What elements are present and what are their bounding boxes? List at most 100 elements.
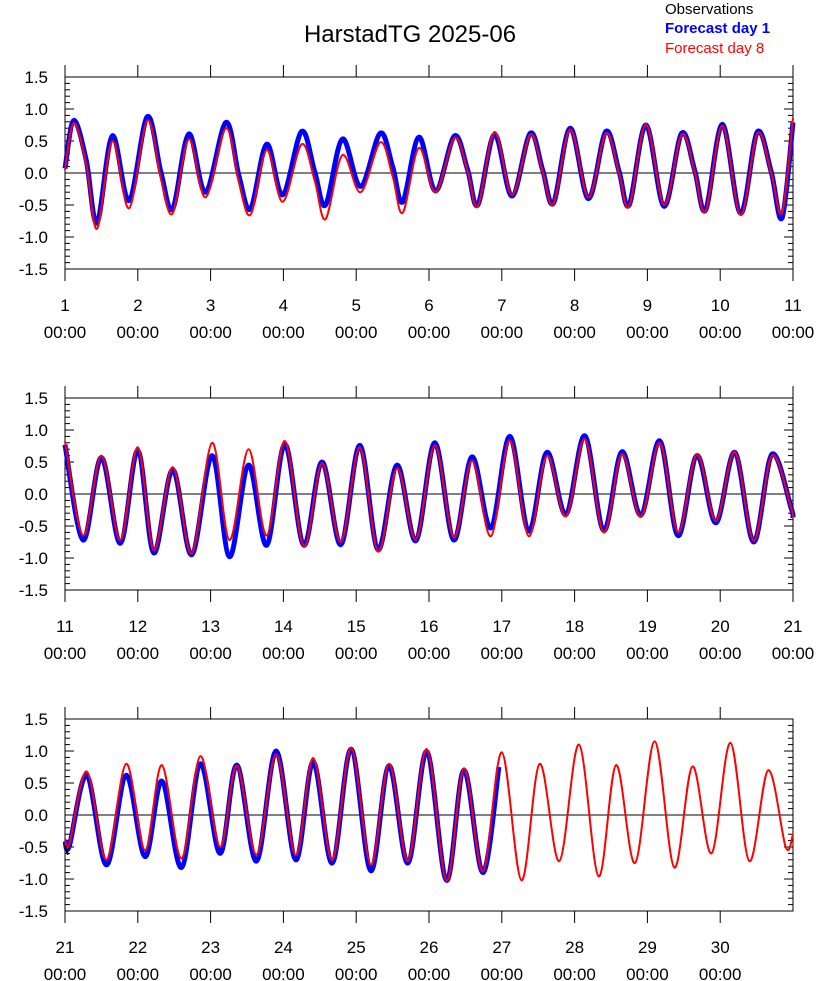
x-tick-label-time: 00:00	[408, 644, 451, 663]
x-tick-label-time: 00:00	[262, 644, 305, 663]
x-tick-label-time: 00:00	[408, 965, 451, 981]
x-tick-label-day: 12	[128, 617, 147, 636]
x-tick-label-day: 27	[492, 938, 511, 957]
y-tick-label: -1.0	[19, 549, 48, 568]
x-tick-label-time: 00:00	[699, 323, 742, 342]
x-tick-label-time: 00:00	[44, 965, 87, 981]
x-tick-label-time: 00:00	[189, 323, 232, 342]
x-tick-label-time: 00:00	[335, 323, 378, 342]
x-tick-label-day: 19	[638, 617, 657, 636]
x-tick-label-time: 00:00	[699, 965, 742, 981]
panel-2: 1.5 1.0 0.5 0.0 -0.5 -1.0 -1.5 11 00:00 12 00:00 13…	[19, 386, 815, 663]
y-tick-label: 0.0	[24, 485, 48, 504]
y-tick-label: 1.0	[24, 100, 48, 119]
panel-3: 1.5 1.0 0.5 0.0 -0.5 -1.0 -1.5 21 00:00 22 00:00 23…	[19, 707, 794, 981]
x-tick-label-day: 22	[128, 938, 147, 957]
y-tick-label: 0.5	[24, 453, 48, 472]
legend-observations: Observations	[665, 1, 753, 18]
chart-title: HarstadTG 2025-06	[304, 21, 516, 48]
legend-forecast-day-8: Forecast day 8	[665, 40, 764, 57]
panels: 1.5 1.0 0.5 0.0 -0.5 -1.0 -1.5 1 00:00 2 00:00 3 00:…	[19, 65, 815, 981]
x-tick-label-day: 2	[133, 296, 142, 315]
x-tick-label-day: 14	[274, 617, 293, 636]
x-tick-label-day: 25	[347, 938, 366, 957]
series-forecast-day-1-line	[62, 433, 796, 560]
x-tick-label-day: 21	[784, 617, 803, 636]
x-tick-label-day: 11	[56, 617, 74, 636]
x-tick-label-day: 16	[420, 617, 439, 636]
x-tick-label-time: 00:00	[772, 323, 815, 342]
x-tick-label-day: 6	[424, 296, 433, 315]
y-tick-label: -1.5	[19, 260, 48, 279]
x-tick-label-day: 26	[420, 938, 439, 957]
x-tick-label-time: 00:00	[626, 965, 669, 981]
x-tick-label-time: 00:00	[335, 965, 378, 981]
x-tick-label-day: 10	[711, 296, 730, 315]
x-tick-label-day: 29	[638, 938, 657, 957]
y-tick-label: -0.5	[19, 196, 48, 215]
x-tick-label-day: 4	[279, 296, 288, 315]
x-tick-label-time: 00:00	[189, 965, 232, 981]
y-tick-label: -1.5	[19, 581, 48, 600]
x-tick-label-day: 20	[711, 617, 730, 636]
x-tick-label-day: 5	[351, 296, 360, 315]
legend-forecast-day-1: Forecast day 1	[665, 20, 770, 37]
x-tick-label-day: 23	[201, 938, 220, 957]
y-tick-label: 1.0	[24, 421, 48, 440]
x-tick-label-day: 17	[492, 617, 511, 636]
x-tick-label-time: 00:00	[772, 644, 815, 663]
x-tick-label-time: 00:00	[626, 644, 669, 663]
x-tick-label-time: 00:00	[44, 323, 87, 342]
x-tick-label-time: 00:00	[481, 644, 524, 663]
y-tick-label: -1.0	[19, 228, 48, 247]
y-tick-label: -0.5	[19, 517, 48, 536]
x-tick-label-day: 9	[643, 296, 652, 315]
x-tick-label-day: 15	[347, 617, 366, 636]
series-observations-line	[64, 845, 69, 856]
x-tick-label-time: 00:00	[699, 644, 742, 663]
y-tick-label: -1.5	[19, 902, 48, 921]
series-forecast-day-8-line	[64, 117, 794, 230]
y-tick-label: 1.0	[24, 742, 48, 761]
legend: Observations Forecast day 1 Forecast day…	[665, 1, 770, 57]
x-tick-label-time: 00:00	[408, 323, 451, 342]
y-tick-label: 1.5	[24, 389, 48, 408]
x-tick-label-day: 21	[56, 938, 75, 957]
x-tick-label-day: 1	[60, 296, 69, 315]
x-tick-label-time: 00:00	[117, 965, 160, 981]
x-tick-label-time: 00:00	[262, 323, 305, 342]
x-tick-label-time: 00:00	[117, 323, 160, 342]
y-tick-label: 0.5	[24, 774, 48, 793]
y-tick-label: -1.0	[19, 870, 48, 889]
x-tick-label-time: 00:00	[553, 323, 596, 342]
y-tick-label: 1.5	[24, 710, 48, 729]
x-tick-label-day: 18	[565, 617, 584, 636]
y-tick-label: 1.5	[24, 68, 48, 87]
y-tick-label: -0.5	[19, 838, 48, 857]
x-tick-label-time: 00:00	[335, 644, 378, 663]
x-tick-label-day: 3	[206, 296, 215, 315]
x-tick-label-day: 11	[784, 296, 802, 315]
x-tick-label-day: 13	[201, 617, 220, 636]
x-tick-label-day: 30	[711, 938, 730, 957]
panel-1: 1.5 1.0 0.5 0.0 -0.5 -1.0 -1.5 1 00:00 2 00:00 3 00:…	[19, 65, 815, 342]
x-tick-label-time: 00:00	[553, 644, 596, 663]
series-forecast-day-8-line	[64, 740, 794, 882]
x-tick-label-day: 7	[497, 296, 506, 315]
x-tick-label-time: 00:00	[189, 644, 232, 663]
x-tick-label-day: 24	[274, 938, 293, 957]
x-tick-label-time: 00:00	[44, 644, 87, 663]
x-tick-label-time: 00:00	[481, 965, 524, 981]
x-tick-label-time: 00:00	[117, 644, 160, 663]
x-tick-label-day: 8	[570, 296, 579, 315]
y-tick-label: 0.0	[24, 806, 48, 825]
x-tick-label-day: 28	[565, 938, 584, 957]
x-tick-label-time: 00:00	[481, 323, 524, 342]
x-tick-label-time: 00:00	[626, 323, 669, 342]
x-tick-label-time: 00:00	[262, 965, 305, 981]
series-forecast-day-8-line	[64, 437, 795, 555]
y-tick-label: 0.5	[24, 132, 48, 151]
x-tick-label-time: 00:00	[553, 965, 596, 981]
y-tick-label: 0.0	[24, 164, 48, 183]
